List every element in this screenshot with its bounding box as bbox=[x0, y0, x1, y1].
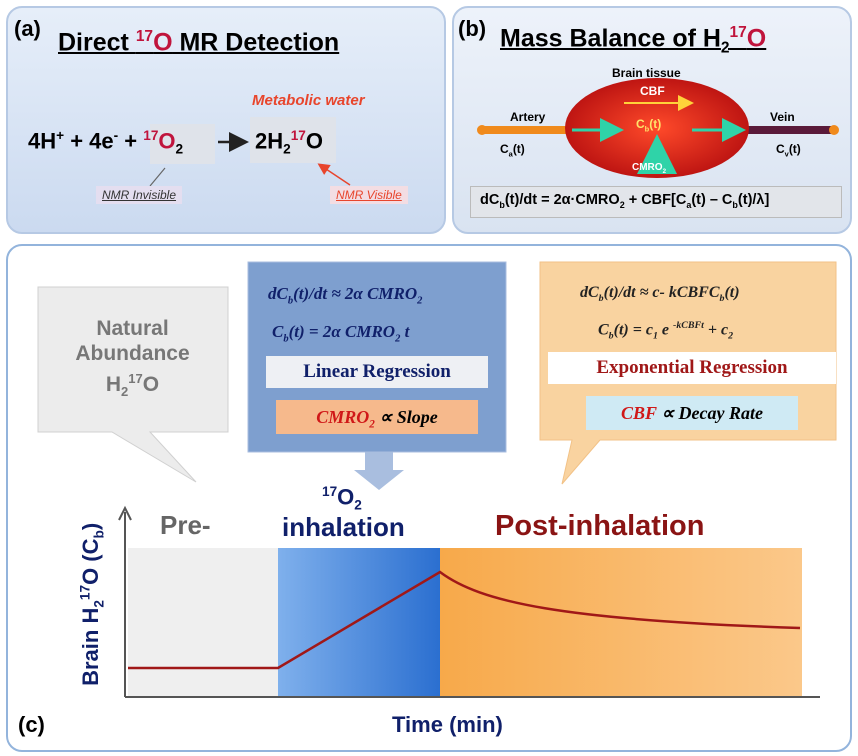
relation: CBF ∝ Decay Rate bbox=[586, 396, 798, 430]
formula: Cb(t) = 2α CMRO2 t bbox=[272, 322, 409, 344]
text-part: (t)/dt ≈ 2α CMRO bbox=[293, 284, 417, 303]
x-axis-label: Time (min) bbox=[392, 712, 503, 738]
text-part: (t) = c bbox=[614, 321, 653, 338]
text-part: 2 bbox=[728, 331, 733, 342]
pre-region bbox=[128, 548, 278, 696]
text-part: (t) = 2α CMRO bbox=[289, 322, 395, 341]
formula: dCb(t)/dt ≈ 2α CMRO2 bbox=[268, 284, 422, 306]
inhalation-region bbox=[278, 548, 440, 696]
relation: CMRO2 ∝ Slope bbox=[276, 400, 478, 434]
figure: (a) Direct 17O MR Detection Metabolic wa… bbox=[0, 0, 858, 756]
phase-label: 17O2 bbox=[322, 484, 362, 513]
text-part: 17 bbox=[128, 371, 142, 386]
text-part: C bbox=[598, 321, 609, 338]
text-part: + c bbox=[704, 321, 728, 338]
formula: Cb(t) = c1 e -kCBFt + c2 bbox=[598, 320, 733, 342]
panel-label: (c) bbox=[18, 712, 45, 738]
text-part: O (C bbox=[78, 538, 103, 584]
method-label: Exponential Regression bbox=[548, 352, 836, 384]
phase-label: Pre- bbox=[160, 510, 211, 541]
formula: dCb(t)/dt ≈ c- kCBFCb(t) bbox=[580, 284, 740, 304]
y-axis-label: Brain H217O (Cb) bbox=[78, 504, 107, 704]
text-part: ∝ Decay Rate bbox=[657, 403, 763, 423]
text-part: C bbox=[272, 322, 283, 341]
text-part: ∝ Slope bbox=[375, 407, 438, 427]
text-part: -kCBFt bbox=[673, 320, 704, 331]
post-region bbox=[440, 548, 802, 696]
text-part: 2 bbox=[121, 384, 128, 399]
text-part: e bbox=[658, 321, 673, 338]
text-line: Natural bbox=[50, 316, 215, 341]
text-part: O bbox=[337, 484, 354, 509]
phase-label: inhalation bbox=[282, 512, 405, 543]
text-part: H bbox=[106, 373, 121, 396]
text-part: Brain H bbox=[78, 608, 103, 686]
text-part: 17 bbox=[322, 484, 337, 499]
phase-label: Post-inhalation bbox=[495, 510, 704, 543]
text-part: 2 bbox=[417, 295, 422, 306]
method-label: Linear Regression bbox=[266, 356, 488, 388]
text-part: t bbox=[400, 322, 409, 341]
text-part: ) bbox=[78, 523, 103, 530]
text-part: O bbox=[143, 373, 159, 396]
text-line: Abundance bbox=[50, 341, 215, 366]
text-part: dC bbox=[580, 284, 599, 301]
text-part: (t)/dt ≈ c- kCBFC bbox=[604, 284, 720, 301]
text-part: CMRO bbox=[316, 407, 369, 427]
text-part: b bbox=[91, 530, 106, 538]
text-part: 2 bbox=[354, 498, 362, 513]
text-part: (t) bbox=[724, 284, 739, 301]
text-part: CBF bbox=[621, 403, 657, 423]
text-part: 2 bbox=[91, 600, 106, 608]
text-line: H217O bbox=[50, 366, 215, 404]
text-part: 17 bbox=[78, 585, 93, 600]
text-part: dC bbox=[268, 284, 288, 303]
